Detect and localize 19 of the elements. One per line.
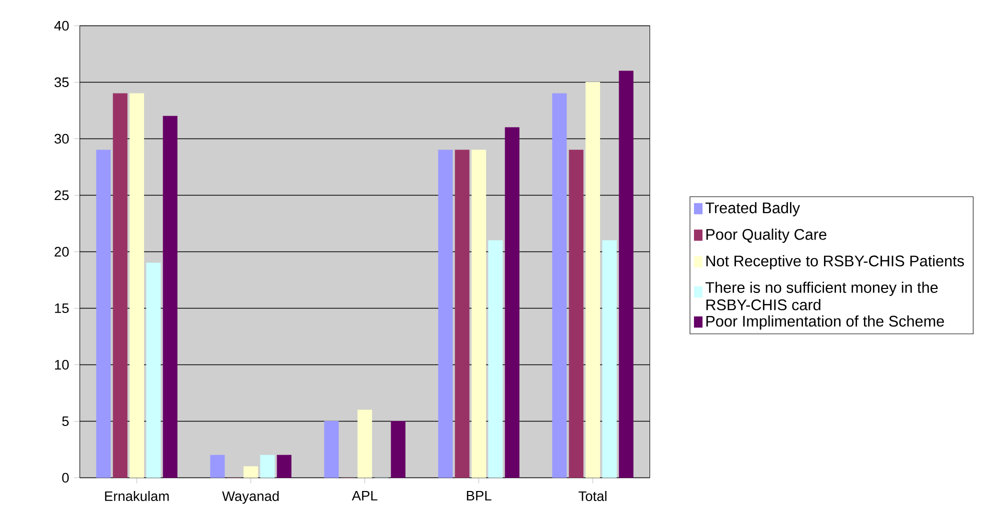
y-tick-label: 15: [55, 303, 69, 314]
y-tick-label: 20: [54, 246, 69, 257]
y-tick-label: 30: [54, 134, 69, 144]
x-tick-label: BPL: [466, 490, 492, 500]
x-tick-label: Ernakulam: [105, 490, 169, 502]
legend-label: Poor Implimentation of the Scheme: [706, 315, 944, 330]
y-tick-label: 10: [55, 360, 69, 370]
x-tick-label: APL: [352, 490, 378, 500]
y-tick-label: 0: [62, 472, 69, 483]
x-tick-label: Total: [578, 490, 606, 502]
legend-label: There is no sufficient money in the RSBY-CHIS card: [706, 282, 938, 310]
y-tick-label: 40: [54, 20, 69, 31]
legend-label: Treated Badly: [706, 202, 800, 216]
x-tick-label: Wayanad: [222, 490, 279, 504]
legend-label: Poor Quality Care: [706, 228, 826, 243]
y-tick-label: 35: [54, 77, 69, 88]
legend-label: Not Receptive to RSBY-CHIS Patients: [706, 255, 964, 270]
y-tick-label: 25: [54, 190, 69, 200]
y-tick-label: 5: [62, 416, 69, 426]
